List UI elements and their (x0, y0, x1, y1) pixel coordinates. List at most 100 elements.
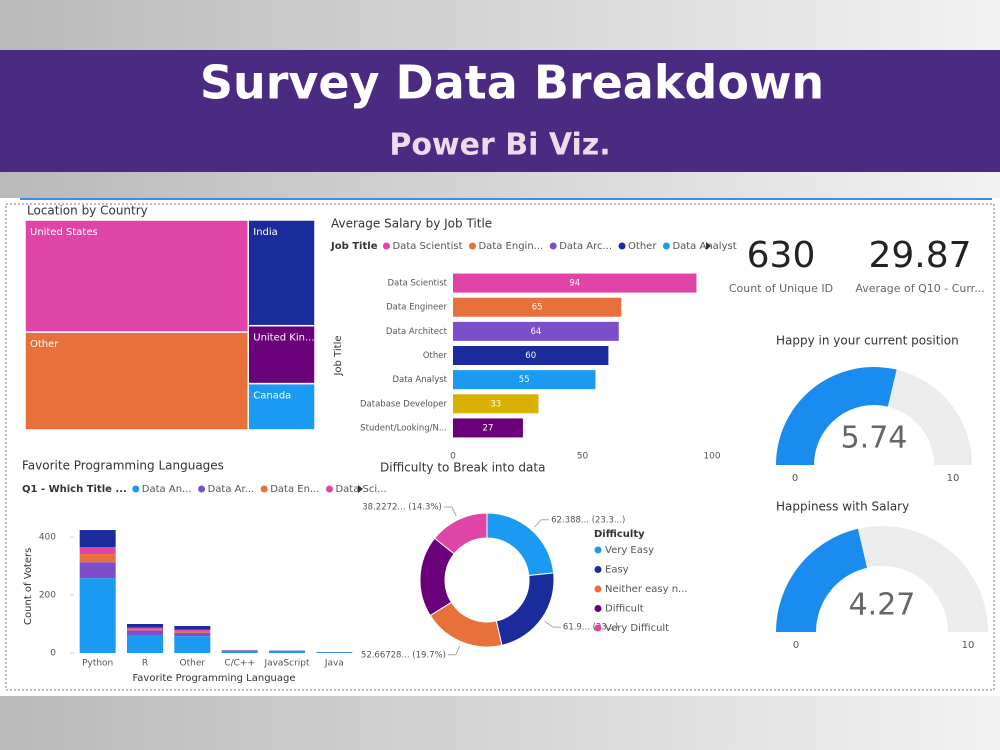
bar-segment (127, 627, 163, 630)
card-value: 630 (747, 235, 816, 276)
tile-label: India (253, 227, 278, 238)
gauge-value (776, 528, 867, 632)
chart-title: Happiness with Salary (776, 500, 909, 514)
y-tick-label: Data Engineer (386, 303, 447, 313)
data-label: 55 (519, 375, 530, 385)
x-tick-label: Java (324, 659, 344, 669)
legend-dot (132, 485, 140, 493)
axis-title: Favorite Programming Language (132, 673, 295, 684)
tile-label: Canada (253, 391, 291, 402)
bar (453, 418, 523, 438)
bar-segment (79, 562, 116, 579)
legend-dot (325, 485, 333, 493)
bar (453, 273, 697, 293)
bar-segment (174, 636, 211, 653)
bar-segment (79, 578, 116, 653)
gauge-value-label: 5.74 (841, 421, 908, 456)
data-label: 62.388... (23.3...) (551, 515, 625, 525)
legend-dot (382, 242, 390, 250)
bar-segment (79, 547, 116, 555)
gauge-max: 10 (962, 640, 975, 651)
legend-scroll-arrow (358, 485, 363, 493)
legend-dot (594, 605, 602, 612)
legend-dot (549, 242, 557, 250)
legend-label: Data En... (270, 484, 319, 495)
y-tick-label: Data Analyst (392, 375, 447, 385)
legend-dot (662, 242, 670, 250)
leader-line (534, 519, 550, 528)
x-tick-label: 100 (703, 452, 720, 462)
legend-label: Neither easy n... (605, 584, 688, 595)
data-label: 94 (569, 279, 580, 289)
chart-title: Difficulty to Break into data (380, 461, 545, 475)
bar-segment (127, 629, 163, 631)
bar-segment (79, 554, 116, 563)
legend-dot (594, 566, 602, 573)
y-tick-label: Data Architect (386, 327, 448, 337)
x-tick-label: 50 (577, 452, 589, 462)
legend-label: Data Arc... (559, 241, 612, 252)
data-label: 33 (490, 399, 501, 409)
y-tick-label: Data Scientist (388, 279, 448, 289)
bar-segment (127, 624, 163, 628)
legend-dot (260, 485, 268, 493)
tile-label: United States (30, 227, 98, 238)
legend-label: Data Scientist (392, 241, 462, 252)
gauge-min: 0 (793, 640, 799, 651)
bar (453, 321, 619, 341)
x-tick-label: Python (82, 659, 113, 669)
x-tick-label: C/C++ (224, 659, 255, 669)
bar-segment (174, 632, 211, 637)
treemap-tile (24, 331, 250, 431)
leader-line (447, 645, 461, 656)
bar-segment (174, 629, 211, 631)
legend-scroll-arrow (706, 242, 711, 250)
bar-segment (269, 651, 305, 653)
legend-label: Data Engin... (478, 241, 543, 252)
leader-line (443, 506, 457, 517)
data-label: 38.2272... (14.3%) (362, 503, 442, 513)
chart-title: Location by Country (27, 204, 148, 218)
tile-label: United Kin... (253, 333, 314, 344)
x-tick-label: 0 (450, 452, 456, 462)
legend-label: Difficult (605, 604, 644, 615)
treemap-tile (247, 382, 316, 431)
bar (453, 346, 609, 365)
page-subtitle: Power Bi Viz. (389, 128, 610, 163)
y-tick-label: 0 (50, 649, 56, 659)
chart-title: Average Salary by Job Title (331, 217, 492, 231)
data-label: 27 (483, 423, 494, 433)
canvas-border (5, 203, 995, 691)
axis-title: Job Title (333, 335, 344, 376)
treemap-tile (247, 219, 316, 327)
chart-title: Happy in your current position (776, 334, 959, 348)
gauge-value (776, 367, 897, 465)
bar-segment (221, 650, 258, 653)
y-tick-label: Student/Looking/N... (360, 423, 447, 433)
legend-title: Difficulty (594, 529, 645, 540)
card-label: Average of Q10 - Curr... (855, 282, 984, 295)
bar-segment (269, 650, 305, 652)
x-tick-label: Other (180, 659, 206, 669)
tile-label: Other (30, 339, 59, 350)
legend-label: Very Difficult (605, 623, 669, 634)
legend-label: Very Easy (605, 545, 654, 556)
x-tick-label: R (142, 659, 148, 669)
data-label: 52.66728... (19.7%) (361, 650, 446, 660)
card-value: 29.87 (868, 235, 971, 276)
bar-segment (127, 630, 163, 636)
legend-label: Data An... (142, 484, 192, 495)
legend-dot (594, 624, 602, 632)
y-tick-label: Database Developer (360, 399, 447, 409)
data-label: 60 (525, 351, 536, 361)
leader-line (544, 620, 561, 628)
data-label: 65 (532, 303, 543, 313)
legend-title: Job Title (330, 241, 378, 252)
bar (453, 370, 596, 390)
gauge-max: 10 (947, 473, 960, 484)
y-tick-label: 200 (39, 591, 56, 601)
bar-segment (174, 630, 211, 633)
legend-label: Other (628, 241, 657, 252)
gauge-min: 0 (792, 473, 798, 484)
